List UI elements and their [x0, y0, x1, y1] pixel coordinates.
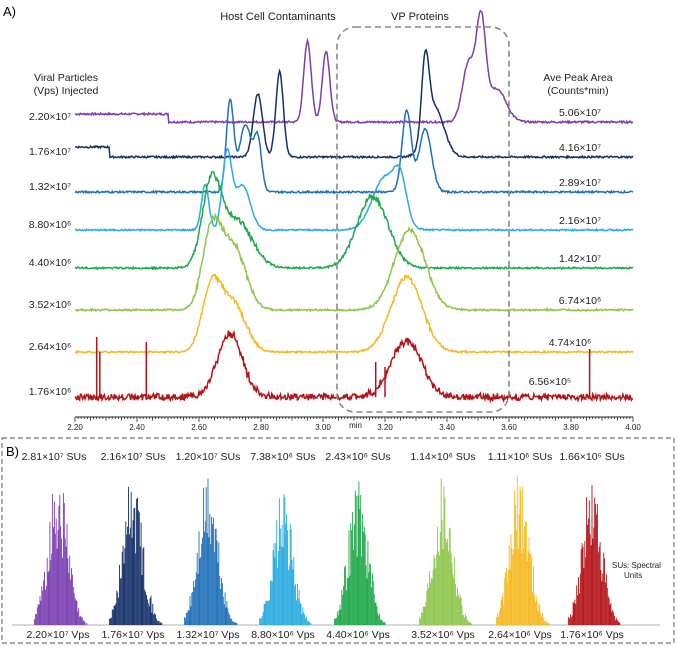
ave-peak-area-label: 2.89×10⁷: [559, 177, 601, 189]
right-title-line1: Ave Peak Area: [543, 72, 612, 84]
panel-b-frame: [1, 437, 675, 644]
vps-label: 1.76×10⁶ Vps: [560, 629, 624, 641]
trace-line-blue: [74, 98, 634, 195]
x-tick-label: 3.40: [439, 423, 455, 432]
panel-a-label: A): [3, 4, 16, 19]
x-tick-label: 2.40: [129, 423, 145, 432]
x-tick-label: 3.80: [563, 423, 579, 432]
spectral-units-label: 1.11×10⁶ SUs: [488, 451, 553, 463]
vps-label: 3.52×10⁶ Vps: [411, 629, 475, 641]
spectrum-purple: [34, 493, 88, 625]
spectrum-red: [568, 485, 621, 625]
right-title-line2: (Counts*min): [547, 85, 608, 97]
ave-peak-area-label: 4.16×10⁷: [559, 142, 601, 154]
panel-b-label: B): [6, 444, 19, 459]
x-axis-unit-label: min: [349, 421, 362, 430]
vps-injected-label: 2.64×10⁶: [29, 341, 72, 353]
vps-label: 2.20×10⁷ Vps: [26, 629, 89, 641]
vps-injected-label: 2.20×10⁷: [29, 111, 71, 123]
su-note-line2: Units: [624, 571, 642, 580]
trace-line-lightgreen: [74, 212, 634, 313]
trace-line-green: [75, 170, 634, 271]
vps-label: 1.32×10⁷ Vps: [176, 629, 239, 641]
vps-label: 2.64×10⁶ Vps: [488, 629, 552, 641]
trace-line-lightblue: [75, 147, 634, 233]
host-cell-header: Host Cell Contaminants: [220, 11, 336, 23]
vps-injected-label: 8.80×10⁶: [29, 219, 72, 231]
spectral-units-label: 2.16×10⁷ SUs: [101, 451, 166, 463]
vps-label: 8.80×10⁶ Vps: [251, 629, 315, 641]
ave-peak-area-label: 6.56×10⁵: [529, 376, 572, 388]
spectral-units-label: 7.38×10⁶ SUs: [250, 451, 315, 463]
trace-line-red: [74, 330, 634, 404]
vps-label: 4.40×10⁶ Vps: [326, 629, 390, 641]
vps-injected-label: 1.76×10⁷: [29, 146, 71, 158]
ave-peak-area-label: 5.06×10⁷: [559, 107, 601, 119]
x-tick-label: 3.20: [377, 423, 393, 432]
spectrum-blue: [184, 478, 238, 625]
vps-injected-label: 1.32×10⁷: [29, 181, 71, 193]
x-tick-label: 2.20: [67, 423, 83, 432]
trace-line-navy: [74, 48, 634, 160]
left-title-line1: Viral Particles: [34, 72, 98, 84]
vps-injected-label: 4.40×10⁶: [29, 257, 72, 269]
x-tick-label: 2.60: [191, 423, 207, 432]
spectrum-lightgreen: [419, 478, 473, 625]
ave-peak-area-label: 6.74×10⁶: [559, 295, 602, 307]
vps-label: 1.76×10⁷ Vps: [101, 629, 164, 641]
spectral-units-label: 1.14×10⁶ SUs: [410, 451, 475, 463]
time-axis: 2.20 2.40 2.60 2.80 3.00 3.20 3.40 3.60 3.80 4.00…: [67, 416, 641, 432]
ave-peak-area-label: 1.42×10⁷: [559, 253, 601, 265]
spectral-units-label: 2.81×10⁷ SUs: [22, 451, 87, 463]
spectrum-navy: [109, 486, 163, 625]
chromatogram-traces: 2.20×10⁷ 5.06×10⁷ 1.76×10⁷ 4.16×10⁷ 1.32×10⁷…: [29, 9, 634, 404]
x-tick-label: 2.80: [253, 423, 269, 432]
vp-proteins-header: VP Proteins: [391, 11, 449, 23]
mass-spectra: 2.81×10⁷ SUs 2.20×10⁷ Vps 2.16×10⁷ SUs 1.76…: [12, 451, 660, 641]
x-tick-label: 3.00: [315, 423, 331, 432]
ave-peak-area-label: 4.74×10⁶: [549, 337, 592, 349]
spectral-units-label: 1.66×10⁵ SUs: [559, 451, 624, 463]
x-tick-label: 3.60: [501, 423, 517, 432]
spectrum-green: [334, 481, 386, 625]
spectrum-lightblue: [259, 494, 313, 625]
trace-line-purple: [74, 9, 634, 125]
trace-line-yellow: [74, 273, 634, 355]
spectral-units-label: 1.20×10⁷ SUs: [176, 451, 241, 463]
vps-injected-label: 3.52×10⁶: [29, 299, 72, 311]
ave-peak-area-label: 2.16×10⁷: [559, 215, 601, 227]
left-title-line2: (Vps) Injected: [34, 85, 99, 97]
su-note-line1: SUs: Spectral: [612, 561, 661, 570]
x-tick-label: 4.00: [625, 423, 641, 432]
spectral-units-label: 2.43×10⁶ SUs: [325, 451, 390, 463]
vps-injected-label: 1.76×10⁶: [29, 386, 72, 398]
spectrum-yellow: [496, 475, 550, 625]
